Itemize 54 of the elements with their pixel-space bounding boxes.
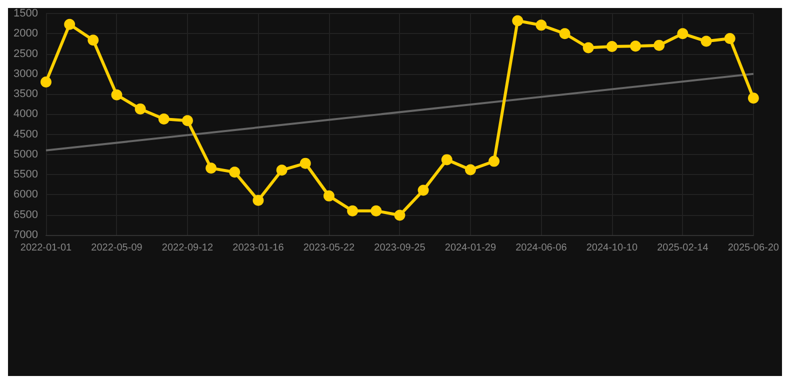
x-tick-label: 2023-05-22 <box>303 242 355 254</box>
y-tick-label: 4000 <box>14 108 38 120</box>
point <box>418 184 429 196</box>
point <box>559 28 570 40</box>
y-tick-label: 4500 <box>14 128 38 140</box>
point <box>64 18 76 30</box>
point <box>134 103 146 114</box>
point <box>182 115 193 126</box>
point <box>323 190 334 202</box>
point <box>347 205 358 216</box>
point <box>630 40 642 52</box>
point <box>229 166 240 178</box>
x-tick-label: 2023-01-16 <box>232 242 284 254</box>
x-tick-label: 2022-01-01 <box>20 242 72 254</box>
x-tick-label: 2025-06-20 <box>728 242 780 254</box>
x-tick-label: 2024-01-29 <box>444 242 496 254</box>
y-tick-label: 3500 <box>14 88 38 100</box>
point <box>252 194 264 206</box>
point <box>464 164 476 176</box>
x-tick-label: 2022-05-09 <box>91 242 143 254</box>
point <box>724 32 736 44</box>
y-tick-label: 5500 <box>14 168 38 181</box>
point <box>370 205 382 216</box>
point <box>206 162 217 174</box>
y-tick-label: 3000 <box>14 68 38 80</box>
x-tick-label: 2025-02-14 <box>657 242 709 254</box>
point <box>536 20 547 31</box>
point <box>111 89 122 100</box>
point <box>300 158 311 169</box>
x-tick-label: 2024-06-06 <box>516 242 568 254</box>
y-tick-label: 2000 <box>14 28 38 40</box>
point <box>441 154 452 166</box>
y-tick-label: 5000 <box>14 148 38 160</box>
x-tick-label: 2024-10-10 <box>586 242 638 254</box>
point <box>677 28 688 40</box>
point <box>40 76 52 88</box>
point <box>394 210 406 221</box>
y-tick-label: 6500 <box>14 208 38 221</box>
point <box>488 156 500 167</box>
point <box>158 114 170 125</box>
point <box>748 92 759 104</box>
y-tick-label: 6000 <box>14 188 38 201</box>
point <box>276 164 288 176</box>
point <box>700 36 712 47</box>
y-tick-label: 2500 <box>14 48 38 60</box>
point <box>512 15 524 26</box>
point <box>654 40 665 51</box>
x-tick-label: 2022-09-12 <box>162 242 214 254</box>
x-tick-label: 2023-09-25 <box>374 242 426 254</box>
point <box>88 34 99 46</box>
point <box>606 41 618 52</box>
y-tick-label: 7000 <box>14 229 38 241</box>
point <box>582 42 594 54</box>
y-tick-label: 1500 <box>14 8 38 20</box>
